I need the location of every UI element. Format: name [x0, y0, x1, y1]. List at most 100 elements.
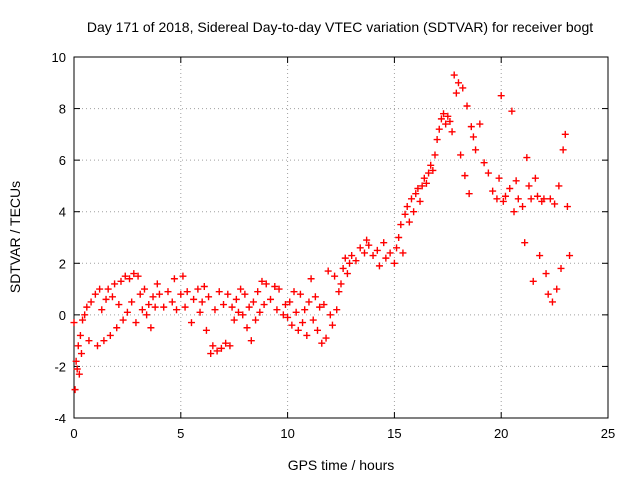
data-point: [514, 195, 522, 203]
data-point: [205, 293, 213, 301]
chart-title: Day 171 of 2018, Sidereal Day-to-day VTE…: [87, 19, 593, 35]
data-point: [393, 244, 401, 252]
data-point: [452, 89, 460, 97]
data-point: [87, 298, 95, 306]
grid-lines: [74, 57, 608, 418]
data-point: [446, 117, 454, 125]
data-point: [519, 203, 527, 211]
data-point: [559, 146, 567, 154]
x-tick-label: 0: [70, 426, 77, 441]
data-point: [164, 288, 172, 296]
data-point: [348, 252, 356, 260]
data-point: [79, 316, 87, 324]
data-point: [369, 252, 377, 260]
y-tick-label: 10: [52, 50, 66, 65]
data-point: [563, 203, 571, 211]
data-point: [463, 102, 471, 110]
data-point: [202, 326, 210, 334]
data-point: [168, 298, 176, 306]
data-point: [119, 316, 127, 324]
data-point: [403, 203, 411, 211]
data-point: [416, 197, 424, 205]
data-point: [433, 136, 441, 144]
data-point: [395, 234, 403, 241]
y-axis-label: SDTVAR / TECUs: [7, 181, 23, 293]
data-point: [100, 337, 108, 345]
data-point: [472, 146, 480, 154]
data-point: [196, 308, 204, 316]
data-point: [546, 195, 554, 203]
y-tick-label: 6: [59, 153, 66, 168]
data-point: [275, 285, 283, 293]
data-point: [245, 303, 253, 311]
data-point: [484, 169, 492, 177]
data-point: [399, 249, 407, 257]
data-point: [130, 270, 138, 278]
data-point: [220, 301, 228, 309]
data-point: [187, 319, 195, 327]
data-point: [102, 295, 110, 303]
data-point: [281, 301, 289, 309]
data-point: [555, 182, 563, 190]
data-point: [497, 92, 505, 100]
data-point: [198, 298, 206, 306]
data-point: [72, 357, 80, 365]
data-point: [128, 298, 136, 306]
x-tick-label: 15: [387, 426, 401, 441]
data-point: [230, 316, 238, 324]
data-point: [508, 107, 516, 115]
data-point: [412, 190, 420, 198]
data-point: [435, 125, 443, 133]
data-point: [104, 285, 112, 293]
data-point: [407, 195, 415, 203]
data-point: [93, 342, 101, 350]
data-point: [386, 249, 394, 257]
data-point: [106, 331, 114, 339]
x-tick-label: 25: [601, 426, 615, 441]
data-point: [448, 128, 456, 136]
data-point: [232, 295, 240, 303]
data-point: [429, 166, 437, 174]
data-point: [299, 319, 307, 327]
data-point: [243, 324, 251, 332]
data-point: [410, 208, 418, 216]
plot-frame: [73, 56, 609, 419]
data-point: [437, 115, 445, 123]
data-point: [536, 252, 544, 260]
data-point: [561, 130, 569, 138]
data-point: [414, 185, 422, 193]
y-tick-label: 8: [59, 102, 66, 117]
data-point: [294, 326, 302, 334]
y-tick-label: 4: [59, 205, 66, 220]
data-point: [525, 182, 533, 190]
x-tick-label: 5: [177, 426, 184, 441]
data-point: [73, 365, 81, 373]
data-point: [149, 293, 157, 301]
data-point: [469, 133, 477, 141]
data-point: [123, 308, 131, 316]
data-point: [207, 350, 215, 358]
data-point: [333, 306, 341, 314]
data-point: [226, 342, 234, 350]
data-point: [91, 290, 99, 298]
data-point: [179, 272, 187, 280]
data-point: [401, 210, 409, 218]
data-point: [170, 275, 178, 283]
data-point: [440, 110, 448, 118]
data-point: [331, 272, 339, 280]
data-point: [420, 174, 428, 182]
data-point: [326, 311, 334, 319]
data-point: [548, 298, 556, 306]
data-point: [495, 174, 503, 182]
data-point: [138, 306, 146, 314]
data-point: [81, 311, 89, 319]
data-point: [523, 154, 531, 162]
data-point: [450, 71, 458, 79]
data-point: [489, 187, 497, 195]
data-point: [557, 264, 565, 272]
data-point: [501, 192, 509, 200]
data-point: [566, 252, 574, 260]
data-point: [85, 337, 93, 345]
data-point: [303, 331, 311, 339]
y-tick-label: 2: [59, 256, 66, 271]
